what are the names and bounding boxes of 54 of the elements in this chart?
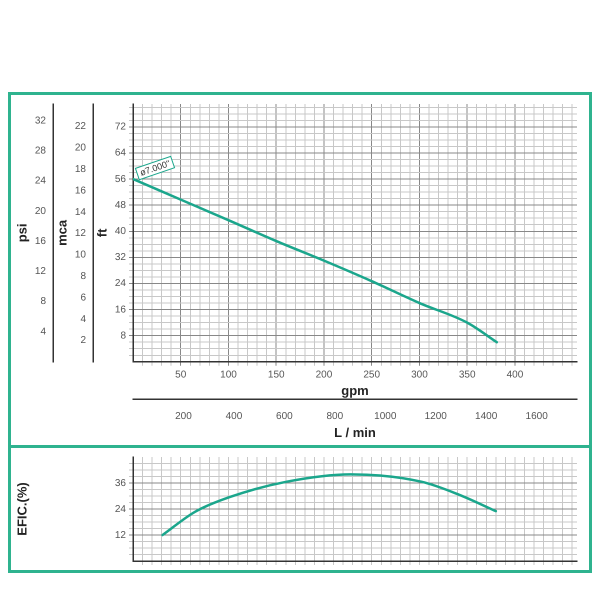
y2-tick-label: 2 [80, 335, 86, 346]
x-tick-label: 350 [458, 370, 476, 381]
x-tick-label: 100 [220, 370, 238, 381]
y-tick-label: 16 [114, 304, 126, 316]
y3-axis-title: psi [14, 224, 30, 242]
x2-axis-title: L / min [334, 424, 376, 440]
x2-tick-label: 400 [226, 411, 243, 422]
x2-tick-label: 600 [276, 411, 294, 422]
y2-axis-title: mca [54, 219, 70, 246]
y3-tick-label: 12 [34, 266, 46, 278]
y-tick-label: 40 [114, 226, 126, 238]
y-tick-label: 24 [114, 278, 126, 290]
y-tick-label: 72 [114, 122, 126, 133]
y3-tick-label: 20 [34, 206, 46, 217]
y-tick-label: 56 [114, 174, 126, 185]
x-tick-label: 250 [363, 370, 380, 381]
x-tick-label: 50 [175, 370, 187, 381]
y3-tick-label: 24 [34, 176, 46, 187]
x2-tick-label: 1000 [374, 411, 397, 422]
y2-tick-label: 16 [74, 185, 86, 196]
x-tick-label: 400 [506, 370, 524, 381]
y-tick-label: 48 [114, 200, 126, 211]
y2-tick-label: 10 [74, 250, 86, 261]
y3-tick-label: 16 [34, 236, 46, 247]
y2-tick-label: 6 [80, 292, 86, 304]
y2-tick-label: 18 [74, 164, 86, 175]
y-tick-label: 64 [114, 148, 126, 159]
x2-tick-label: 200 [175, 411, 192, 422]
y2-tick-label: 20 [74, 142, 86, 154]
y3-tick-label: 8 [40, 296, 46, 308]
x2-tick-label: 1600 [526, 411, 548, 422]
x-tick-label: 200 [316, 370, 333, 381]
y-tick-label: 8 [120, 330, 126, 342]
x-tick-label: 300 [411, 370, 428, 381]
y3-tick-label: 4 [40, 326, 46, 338]
y-axis-title: ft [94, 228, 110, 238]
x2-tick-label: 800 [326, 411, 344, 422]
y-tick-label: 36 [114, 478, 126, 489]
y-tick-label: 12 [114, 530, 126, 541]
y2-tick-label: 8 [80, 270, 86, 282]
x2-tick-label: 1400 [475, 411, 498, 422]
y-tick-label: 32 [114, 252, 126, 264]
y2-tick-label: 22 [74, 121, 86, 132]
y3-tick-label: 28 [34, 145, 46, 156]
line-series [161, 473, 498, 536]
y-tick-label: 24 [114, 504, 126, 515]
x2-tick-label: 1200 [424, 411, 448, 422]
y2-tick-label: 4 [80, 314, 86, 325]
x-tick-label: 150 [268, 370, 286, 381]
y2-tick-label: 12 [74, 228, 86, 240]
x-axis-title: gpm [341, 383, 369, 398]
y2-tick-label: 14 [74, 206, 86, 218]
y3-tick-label: 32 [34, 115, 46, 126]
y-axis-title: EFIC.(%) [14, 482, 30, 536]
